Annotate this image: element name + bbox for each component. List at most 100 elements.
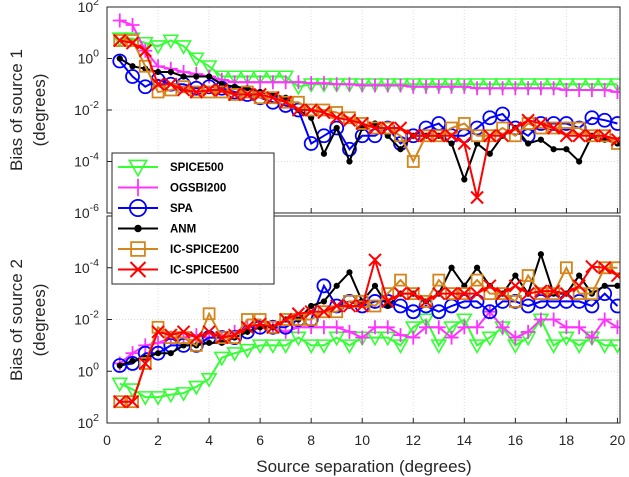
data-point-ic-spice500: [419, 129, 433, 143]
data-point-ic-spice500: [113, 394, 127, 409]
data-point-ogsbi200: [253, 75, 268, 90]
data-point-ic-spice200: [560, 261, 573, 275]
data-point-ic-spice500: [534, 284, 548, 298]
data-point-ic-spice500: [266, 91, 280, 105]
data-point-ogsbi200: [431, 320, 446, 335]
data-point-ogsbi200: [610, 320, 620, 335]
data-point-ic-spice200: [355, 117, 369, 130]
data-point-anm: [614, 282, 620, 289]
data-point-ogsbi200: [342, 77, 357, 92]
data-point-anm: [576, 158, 583, 165]
data-point-ic-spice500: [406, 286, 420, 301]
data-point-ic-spice200: [279, 313, 293, 326]
data-point-ogsbi200: [444, 330, 459, 345]
series-line-ic-spice500: [119, 256, 618, 403]
data-point-ic-spice500: [113, 33, 127, 48]
data-point-spice500: [187, 380, 205, 396]
axes-frame: [106, 6, 621, 424]
data-point-ic-spice500: [585, 259, 599, 274]
data-point-ogsbi200: [419, 320, 434, 335]
data-point-ic-spice500: [317, 305, 331, 319]
data-point-ogsbi200: [406, 330, 421, 345]
data-point-ogsbi200: [342, 324, 357, 339]
data-point-anm: [601, 282, 608, 289]
data-point-ogsbi200: [521, 324, 536, 339]
data-point-ic-spice500: [483, 279, 497, 293]
data-point-ogsbi200: [393, 328, 408, 343]
data-point-spice500: [455, 78, 473, 93]
data-point-ogsbi200: [533, 81, 548, 96]
data-point-anm: [550, 146, 557, 153]
data-point-ic-spice500: [546, 121, 561, 135]
data-point-ic-spice500: [597, 129, 612, 143]
data-point-anm: [116, 362, 123, 369]
data-point-anm: [448, 264, 455, 271]
data-point-spice500: [570, 339, 588, 354]
data-point-spa: [405, 304, 421, 320]
data-point-ic-spice500: [444, 286, 459, 301]
data-point-ogsbi200: [584, 330, 599, 345]
data-point-ic-spice500: [215, 330, 229, 345]
x-tick-label: 0: [103, 432, 111, 448]
data-point-ic-spice500: [125, 394, 140, 409]
data-point-ogsbi200: [546, 312, 561, 327]
data-point-ic-spice200: [240, 313, 254, 326]
data-point-ogsbi200: [419, 79, 434, 94]
legend-marker-ogsbi200: [129, 178, 147, 197]
data-point-ic-spice500: [610, 268, 620, 283]
data-point-ic-spice200: [572, 121, 586, 135]
data-point-spice500: [175, 387, 192, 402]
data-point-ic-spice500: [227, 328, 242, 342]
data-point-ic-spice200: [279, 95, 293, 109]
data-point-anm: [116, 55, 123, 62]
legend-marker-spice500: [127, 159, 149, 178]
data-point-ic-spice500: [278, 312, 293, 327]
y-axis-label-bottom-line1: Bias of source 2: [7, 259, 26, 381]
x-tick-label: 4: [205, 432, 213, 448]
series-line-ic-spice500: [119, 39, 618, 198]
x-tick-label: 14: [457, 432, 473, 448]
data-point-ogsbi200: [559, 82, 574, 97]
data-point-spice500: [251, 70, 269, 86]
data-point-ogsbi200: [406, 79, 421, 94]
data-point-anm: [129, 63, 136, 70]
data-point-ic-spice500: [278, 95, 293, 109]
data-point-spice500: [238, 343, 256, 359]
data-point-spa: [329, 120, 345, 136]
data-point-ogsbi200: [495, 320, 510, 335]
data-point-ogsbi200: [355, 330, 370, 345]
data-point-spa: [482, 304, 498, 320]
y-tick-label: 10-2: [74, 99, 99, 118]
data-point-anm: [346, 269, 353, 276]
data-point-spice500: [519, 78, 537, 93]
data-point-anm: [320, 150, 328, 157]
data-point-ic-spice200: [457, 117, 471, 130]
data-point-anm: [486, 150, 493, 157]
data-point-ic-spice200: [470, 273, 484, 287]
data-point-spice500: [430, 339, 448, 354]
data-point-ic-spice500: [572, 129, 586, 143]
data-point-anm: [180, 73, 187, 80]
data-point-spice500: [136, 391, 154, 406]
data-point-ic-spice500: [215, 83, 229, 97]
data-point-ogsbi200: [329, 77, 344, 92]
data-point-ic-spice500: [329, 299, 344, 313]
data-point-spice500: [187, 52, 205, 68]
data-point-ic-spice200: [138, 357, 152, 370]
data-point-ic-spice500: [546, 284, 561, 298]
data-point-ogsbi200: [367, 78, 382, 93]
data-point-spice500: [404, 321, 422, 336]
data-point-anm: [576, 272, 583, 279]
data-point-spice500: [558, 78, 575, 93]
data-point-ogsbi200: [291, 320, 306, 335]
data-point-ic-spice500: [227, 87, 242, 102]
data-point-ic-spice500: [508, 279, 523, 293]
data-point-ic-spice500: [176, 83, 191, 97]
data-point-spice500: [596, 339, 614, 354]
data-point-ogsbi200: [291, 75, 306, 90]
y-axis-label-top-line2: (degrees): [30, 74, 49, 147]
data-point-ic-spice200: [343, 111, 356, 125]
data-point-ic-spice500: [355, 116, 369, 131]
data-point-ic-spice500: [342, 113, 357, 127]
